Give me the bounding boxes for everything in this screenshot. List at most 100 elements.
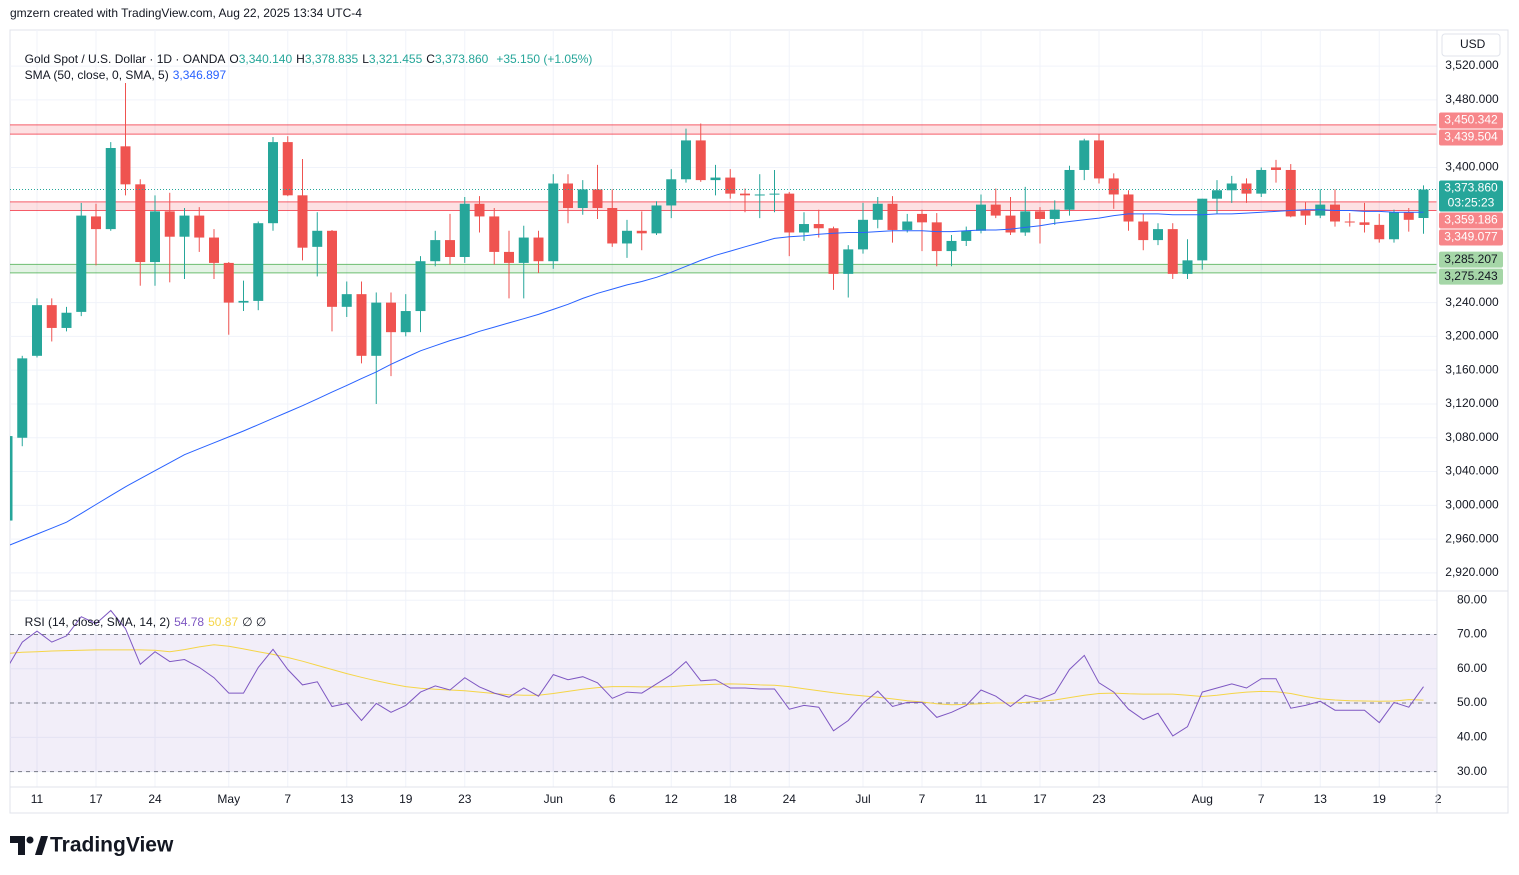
candle-body — [931, 222, 942, 252]
rsi-signal-line — [10, 644, 1424, 706]
x-tick-label: May — [217, 792, 240, 806]
candle-body — [1108, 178, 1119, 195]
candle-body — [563, 183, 573, 208]
rsi-pane — [10, 591, 1437, 787]
candle-body — [902, 221, 913, 230]
rsi-tick-label: 60.00 — [1457, 661, 1487, 675]
sma-line — [10, 209, 1424, 546]
rsi-tick-label: 50.00 — [1457, 695, 1487, 709]
x-tick-label: Aug — [1192, 792, 1213, 806]
candle-body — [415, 261, 426, 312]
candle-body — [223, 262, 234, 303]
price-tag-label: 3,450.342 — [1444, 113, 1498, 127]
level-zone — [10, 124, 1437, 135]
candle-body — [238, 300, 249, 303]
y-tick-label: 2,920.000 — [1445, 565, 1499, 579]
logo-icon — [10, 836, 48, 855]
candle-body — [622, 230, 632, 244]
price-tag — [1439, 229, 1503, 246]
x-tick-label: 11 — [975, 792, 988, 806]
x-tick-label: 13 — [340, 792, 354, 806]
candle-body — [872, 203, 883, 220]
ohlc-value: 3,321.455 — [368, 52, 423, 66]
price-tag — [1439, 251, 1503, 268]
y-tick-label: 3,040.000 — [1445, 464, 1499, 478]
candle-body — [813, 224, 824, 229]
x-tick-label: 24 — [148, 792, 162, 806]
attribution: gmzern created with TradingView.com, Aug… — [10, 6, 362, 20]
candle-body — [1300, 210, 1311, 216]
candle-body — [474, 203, 485, 217]
candle-body — [91, 216, 101, 230]
candle-body — [828, 228, 839, 274]
rsi-tick-label: 70.00 — [1457, 627, 1487, 641]
rsi-tick-label: 40.00 — [1457, 729, 1487, 743]
candle-body — [843, 249, 854, 274]
rsi-tick-label: 30.00 — [1457, 764, 1487, 778]
candle-body — [666, 179, 677, 206]
rsi-legend: RSI (14, close, SMA, 14, 2) 54.78 50.87 ∅ ∅ — [18, 598, 270, 630]
x-tick-label: 13 — [1314, 792, 1328, 806]
candle-body — [1079, 140, 1090, 170]
candle-body — [636, 230, 647, 234]
candle-body — [1226, 183, 1237, 191]
candle-body — [592, 189, 603, 208]
x-tick-label: 7 — [284, 792, 291, 806]
candle-body — [1256, 169, 1267, 194]
candle-body — [445, 240, 455, 257]
candle-body — [946, 240, 957, 252]
candle-body — [371, 302, 382, 356]
candle-body — [179, 215, 190, 237]
y-tick-label: 3,400.000 — [1445, 160, 1499, 174]
rsi-line — [10, 609, 1424, 737]
candle-body — [1197, 198, 1208, 261]
change: +35.150 (+1.05%) — [496, 52, 593, 66]
candle-body — [1241, 183, 1252, 194]
candle-body — [695, 140, 706, 181]
candle-body — [710, 177, 721, 181]
rsi-status: ∅ ∅ — [242, 615, 267, 629]
x-tick-label: 23 — [1092, 792, 1106, 806]
candle-body — [1359, 222, 1370, 225]
price-tag-label: 03:25:23 — [1448, 196, 1495, 210]
price-tag-label: 3,359.186 — [1444, 213, 1498, 227]
candle-body — [769, 193, 780, 195]
candle-body — [327, 230, 337, 307]
candle-body — [253, 223, 264, 301]
candle-body — [386, 302, 396, 333]
y-tick-label: 2,960.000 — [1445, 531, 1499, 545]
candle-body — [1344, 221, 1355, 223]
candle-body — [799, 224, 809, 233]
rsi-tick-label: 80.00 — [1457, 592, 1487, 606]
price-tag — [1439, 129, 1503, 146]
candle-body — [548, 183, 559, 262]
ohlc-value: 3,378.835 — [304, 52, 359, 66]
rsi-signal-value: 50.87 — [208, 615, 239, 629]
candle-body — [76, 215, 87, 312]
candle-body — [61, 312, 72, 328]
candle-body — [209, 237, 219, 263]
candle-body — [1138, 221, 1149, 241]
candle-body — [459, 203, 470, 257]
x-tick-label: 24 — [783, 792, 797, 806]
candle-body — [990, 204, 1001, 216]
candle-body — [400, 311, 411, 333]
candle-body — [1182, 260, 1193, 274]
candle-body — [312, 230, 323, 247]
candle-body — [268, 142, 278, 224]
y-tick-label: 3,200.000 — [1445, 329, 1499, 343]
level-zone — [10, 201, 1437, 211]
x-tick-label: 2 — [1435, 792, 1442, 806]
candle-body — [1005, 215, 1016, 233]
candle-body — [784, 193, 795, 233]
y-tick-label: 3,000.000 — [1445, 498, 1499, 512]
frame — [9, 29, 1509, 814]
candle-body — [356, 294, 367, 356]
candle-body — [1123, 194, 1134, 222]
ohlc-value: 3,373.860 — [434, 52, 489, 66]
level-zone — [10, 264, 1437, 273]
candle-body — [1403, 212, 1414, 220]
candle-body — [504, 251, 514, 263]
logo-text: TradingView — [50, 834, 174, 857]
